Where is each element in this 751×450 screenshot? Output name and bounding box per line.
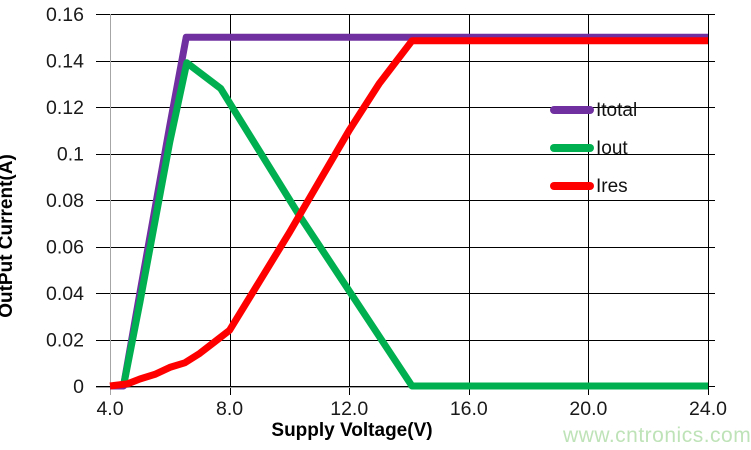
legend-item-ires: Ires <box>550 167 637 205</box>
x-axis-title: Supply Voltage(V) <box>271 420 433 441</box>
series-line-itotal <box>110 33 708 390</box>
legend-label-iout: Iout <box>596 137 628 159</box>
x-tick-label: 12.0 <box>330 398 368 420</box>
ires-line-swatch-icon <box>550 182 594 190</box>
y-tick-label: 0.16 <box>46 4 84 26</box>
x-tick-label: 16.0 <box>450 398 488 420</box>
y-tick-label: 0.08 <box>46 190 84 212</box>
x-tick-label: 20.0 <box>569 398 607 420</box>
y-tick-label: 0.02 <box>46 330 84 352</box>
legend-item-itotal: Itotal <box>550 91 637 129</box>
y-axis-title: OutPut Current(A) <box>0 154 17 318</box>
x-tick-label: 8.0 <box>216 398 243 420</box>
y-tick-label: 0 <box>73 376 84 398</box>
y-tick-label: 0.04 <box>46 283 84 305</box>
legend: Itotal Iout Ires <box>550 91 637 205</box>
iout-line-swatch-icon <box>550 144 594 152</box>
legend-label-ires: Ires <box>596 175 628 197</box>
watermark-text: www.cntronics.com <box>563 424 751 447</box>
x-tick-label: 4.0 <box>96 398 123 420</box>
x-tick-label: 24.0 <box>689 398 727 420</box>
y-tick-label: 0.14 <box>46 51 84 73</box>
y-tick-label: 0.12 <box>46 97 84 119</box>
legend-label-itotal: Itotal <box>596 99 638 121</box>
series-line-ires <box>109 37 708 390</box>
y-tick-label: 0.1 <box>57 144 84 166</box>
y-tick-label: 0.06 <box>46 237 84 259</box>
series-line-iout <box>120 59 708 390</box>
itotal-line-swatch-icon <box>550 106 594 114</box>
legend-item-iout: Iout <box>550 129 637 167</box>
